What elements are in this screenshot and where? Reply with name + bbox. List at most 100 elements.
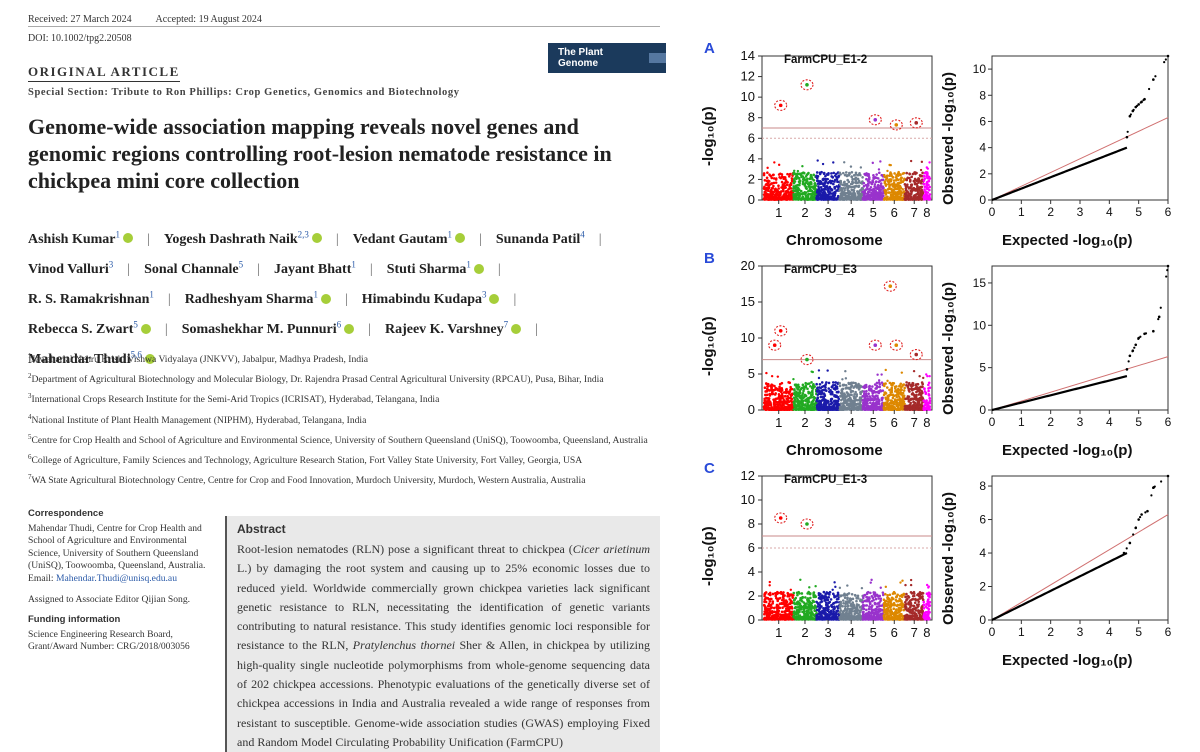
snp-point — [917, 402, 920, 406]
snp-point — [922, 408, 926, 411]
snp-point — [892, 182, 896, 186]
author-name[interactable]: Vinod Valluri3 — [28, 259, 114, 277]
orcid-icon[interactable] — [489, 293, 500, 304]
journal-logo[interactable]: The Plant Genome — [548, 43, 666, 73]
snp-point — [911, 382, 914, 386]
snp-point — [790, 177, 794, 180]
snp-point — [827, 381, 831, 385]
snp-point — [877, 171, 881, 175]
snp-point — [801, 180, 805, 183]
snp-point — [889, 401, 893, 405]
snp-point — [841, 378, 844, 381]
snp-point — [867, 188, 871, 191]
snp-point — [816, 159, 819, 162]
snp-point — [843, 596, 847, 600]
significant-snp — [888, 284, 893, 288]
snp-point — [792, 171, 796, 175]
x-tick-label: 0 — [989, 415, 996, 429]
orcid-icon[interactable] — [144, 354, 155, 365]
orcid-icon[interactable] — [320, 293, 331, 304]
chromosome-label: 3 — [824, 205, 831, 220]
author-name[interactable]: Vedant Gautam1 — [353, 229, 465, 247]
snp-point — [884, 401, 887, 405]
orcid-icon[interactable] — [473, 263, 484, 274]
orcid-icon[interactable] — [511, 323, 522, 334]
doi[interactable]: DOI: 10.1002/tpg2.20508 — [28, 33, 132, 44]
author-name[interactable]: Ashish Kumar1 — [28, 229, 134, 247]
author-separator: | — [368, 322, 371, 338]
author-name[interactable]: Mahendar Thudi5,6 — [28, 350, 155, 367]
x-tick-label: 5 — [1135, 415, 1142, 429]
snp-point — [830, 385, 834, 389]
orcid-icon[interactable] — [123, 233, 134, 244]
snp-point — [792, 185, 796, 188]
author-name[interactable]: Rebecca S. Zwart5 — [28, 319, 151, 337]
orcid-icon[interactable] — [455, 233, 465, 244]
snp-point — [816, 386, 819, 390]
y-tick-label: 10 — [741, 330, 755, 345]
abstract-species-2: Pratylenchus thornei — [352, 638, 456, 653]
author-separator: | — [164, 322, 168, 338]
abstract-body: Root-lesion nematodes (RLN) pose a signi… — [237, 540, 650, 752]
snp-point — [793, 391, 796, 395]
snp-point — [912, 179, 916, 183]
snp-point — [879, 184, 883, 187]
snp-point — [826, 609, 830, 612]
snp-point — [793, 389, 796, 392]
snp-point — [798, 181, 802, 185]
snp-point — [844, 186, 847, 190]
orcid-icon[interactable] — [311, 233, 322, 244]
snp-point — [774, 592, 778, 595]
snp-point — [830, 192, 834, 195]
author-affiliation-sup: 5 — [133, 319, 138, 330]
chromosome-label: 1 — [775, 415, 782, 430]
snp-point — [888, 163, 891, 167]
author-name[interactable]: Rajeev K. Varshney7 — [385, 319, 522, 337]
snp-point — [885, 174, 889, 177]
snp-point — [920, 198, 923, 201]
author-name[interactable]: Yogesh Dashrath Naik2,3 — [164, 229, 322, 247]
snp-point — [813, 190, 817, 194]
author-separator: | — [147, 231, 150, 247]
author-name[interactable]: Himabindu Kudapa3 — [362, 289, 500, 307]
snp-point — [782, 408, 786, 411]
qq-point — [1128, 354, 1132, 358]
author-name[interactable]: Radheshyam Sharma1 — [185, 289, 331, 307]
snp-point — [886, 379, 889, 383]
snp-point — [829, 181, 833, 185]
snp-point — [833, 407, 836, 411]
author-name[interactable]: Jayant Bhatt1 — [273, 259, 356, 277]
author-name[interactable]: Stuti Sharma1 — [387, 259, 484, 277]
y-tick-label: 15 — [741, 294, 755, 309]
snp-point — [818, 605, 822, 609]
snp-point — [876, 183, 880, 187]
y-tick-label: 6 — [979, 114, 986, 128]
snp-point — [801, 383, 805, 387]
author-name[interactable]: Somashekhar M. Punnuri6 — [182, 319, 355, 337]
author-name[interactable]: R. S. Ramakrishnan1 — [28, 289, 154, 307]
snp-point — [925, 197, 928, 201]
snp-point — [902, 383, 906, 386]
snp-point — [832, 404, 836, 408]
email-link[interactable]: Mahendar.Thudi@unisq.edu.au — [55, 572, 177, 584]
snp-point — [790, 393, 794, 397]
snp-point — [803, 612, 806, 616]
snp-point — [768, 580, 771, 584]
orcid-icon[interactable] — [344, 323, 355, 334]
orcid-icon[interactable] — [140, 323, 151, 334]
snp-point — [792, 181, 796, 185]
abstract-heading: Abstract — [237, 522, 286, 536]
snp-point — [857, 173, 860, 177]
snp-point — [766, 607, 770, 611]
snp-point — [766, 166, 769, 170]
snp-point — [778, 175, 781, 179]
y-tick-label: 4 — [748, 564, 755, 579]
snp-point — [806, 193, 810, 196]
snp-point — [899, 173, 902, 177]
snp-point — [799, 604, 803, 608]
author-name[interactable]: Sonal Channale5 — [144, 259, 244, 277]
snp-point — [849, 598, 852, 601]
author-name[interactable]: Sunanda Patil4 — [495, 229, 585, 247]
qq-point — [1127, 360, 1130, 363]
snp-point — [817, 369, 821, 372]
